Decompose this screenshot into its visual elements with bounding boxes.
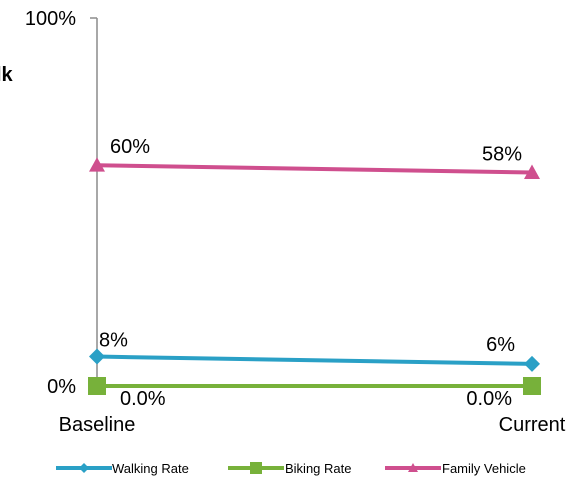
legend: Walking Rate Biking Rate Family Vehicle <box>56 461 526 476</box>
square-marker <box>88 377 106 395</box>
data-label: 0.0% <box>466 388 512 410</box>
axes: 100% 0% Baseline Current <box>25 8 566 436</box>
diamond-marker <box>524 355 540 372</box>
data-label: 6% <box>486 334 515 356</box>
legend-label: Family Vehicle <box>442 461 526 476</box>
data-label: 58% <box>482 144 522 166</box>
data-label: 0.0% <box>120 388 166 410</box>
x-tick-label: Current <box>499 414 566 436</box>
legend-label: Biking Rate <box>285 461 351 476</box>
square-marker <box>250 462 262 474</box>
legend-label: Walking Rate <box>112 461 189 476</box>
triangle-marker <box>89 157 105 172</box>
series-layer <box>88 157 541 395</box>
data-label: 60% <box>110 136 150 158</box>
y-tick-label: 100% <box>25 8 76 30</box>
series-line <box>96 163 533 175</box>
triangle-marker <box>408 463 418 472</box>
data-label: 8% <box>99 330 128 352</box>
clipped-left-text: lk <box>0 64 14 86</box>
y-tick-label: 0% <box>47 376 76 398</box>
square-marker <box>523 377 541 395</box>
diamond-marker <box>79 463 89 473</box>
x-tick-label: Baseline <box>59 414 136 436</box>
labels-layer: 8% 6% 0.0% 0.0% 60% 58% <box>99 136 522 410</box>
diamond-marker <box>89 348 105 365</box>
triangle-marker <box>524 164 540 179</box>
series-line <box>96 354 533 366</box>
